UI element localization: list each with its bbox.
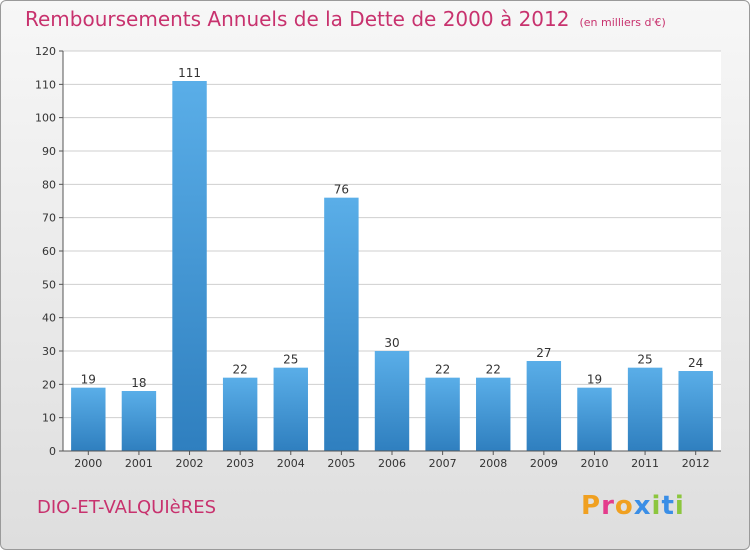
proxiti-logo: Proxiti bbox=[581, 491, 685, 521]
y-tick-label: 70 bbox=[42, 212, 56, 225]
bar bbox=[324, 197, 359, 451]
bar bbox=[222, 377, 258, 451]
logo-letter: i bbox=[674, 491, 685, 521]
bar-value-label: 18 bbox=[131, 376, 146, 390]
bar bbox=[273, 367, 308, 451]
x-tick-label: 2003 bbox=[226, 457, 254, 470]
y-tick-label: 40 bbox=[42, 312, 56, 325]
bar-value-label: 22 bbox=[233, 363, 248, 377]
y-tick-label: 120 bbox=[35, 45, 56, 58]
x-tick-label: 2005 bbox=[327, 457, 355, 470]
bar-value-label: 25 bbox=[283, 353, 298, 367]
bar-value-label: 30 bbox=[384, 336, 399, 350]
logo-letter: o bbox=[614, 491, 634, 521]
x-tick-label: 2002 bbox=[176, 457, 204, 470]
bar bbox=[627, 367, 663, 451]
bar bbox=[425, 377, 460, 451]
y-tick-label: 110 bbox=[35, 78, 56, 91]
logo-letter: t bbox=[661, 491, 675, 521]
x-tick-label: 2004 bbox=[277, 457, 305, 470]
bar bbox=[121, 391, 157, 451]
logo-letter: r bbox=[601, 491, 615, 521]
bar-value-label: 25 bbox=[637, 353, 652, 367]
bar-value-label: 111 bbox=[178, 66, 201, 80]
x-tick-label: 2008 bbox=[479, 457, 507, 470]
logo-letter: P bbox=[581, 491, 602, 521]
y-tick-label: 50 bbox=[42, 278, 56, 291]
bar-value-label: 19 bbox=[587, 373, 602, 387]
bar bbox=[476, 377, 511, 451]
logo-letter: x bbox=[633, 491, 652, 521]
bar-value-label: 76 bbox=[334, 183, 349, 197]
y-tick-label: 30 bbox=[42, 345, 56, 358]
chart-title: Remboursements Annuels de la Dette de 20… bbox=[25, 7, 666, 31]
bar bbox=[577, 387, 612, 451]
y-tick-label: 20 bbox=[42, 378, 56, 391]
x-axis-labels: 2000 2001 2002 2003 2004 2005 2006 2007 2008 2009… bbox=[74, 451, 710, 470]
x-tick-label: 2006 bbox=[378, 457, 406, 470]
y-tick-label: 90 bbox=[42, 145, 56, 158]
bar bbox=[374, 351, 410, 451]
bar-value-label: 22 bbox=[486, 363, 501, 377]
y-tick-label: 100 bbox=[35, 112, 56, 125]
y-tick-label: 80 bbox=[42, 178, 56, 191]
bar bbox=[71, 387, 106, 451]
x-tick-label: 2009 bbox=[530, 457, 558, 470]
bar-value-label: 22 bbox=[435, 363, 450, 377]
y-tick-label: 60 bbox=[42, 245, 56, 258]
bar-value-label: 27 bbox=[536, 346, 551, 360]
x-tick-label: 2011 bbox=[631, 457, 659, 470]
bar-value-label: 24 bbox=[688, 356, 703, 370]
y-tick-label: 0 bbox=[49, 445, 56, 458]
y-axis-labels: 0 10 20 30 40 50 60 70 80 90 100 110 120 bbox=[35, 45, 56, 458]
bar bbox=[678, 371, 713, 451]
x-tick-label: 2010 bbox=[580, 457, 608, 470]
bar bbox=[172, 81, 207, 451]
bar bbox=[526, 361, 562, 451]
y-tick-label: 10 bbox=[42, 412, 56, 425]
chart-title-text: Remboursements Annuels de la Dette de 20… bbox=[25, 7, 570, 31]
logo-letter: i bbox=[651, 491, 662, 521]
commune-name: DIO-ET-VALQUIèRES bbox=[37, 497, 217, 518]
x-tick-label: 2007 bbox=[429, 457, 457, 470]
x-tick-label: 2000 bbox=[74, 457, 102, 470]
bars: 19 18 111 22 25 76 30 22 22 27 19 25 24 bbox=[71, 66, 713, 451]
x-tick-label: 2001 bbox=[125, 457, 153, 470]
x-tick-label: 2012 bbox=[682, 457, 710, 470]
bar-value-label: 19 bbox=[81, 373, 96, 387]
chart-unit: (en milliers d'€) bbox=[579, 16, 666, 29]
